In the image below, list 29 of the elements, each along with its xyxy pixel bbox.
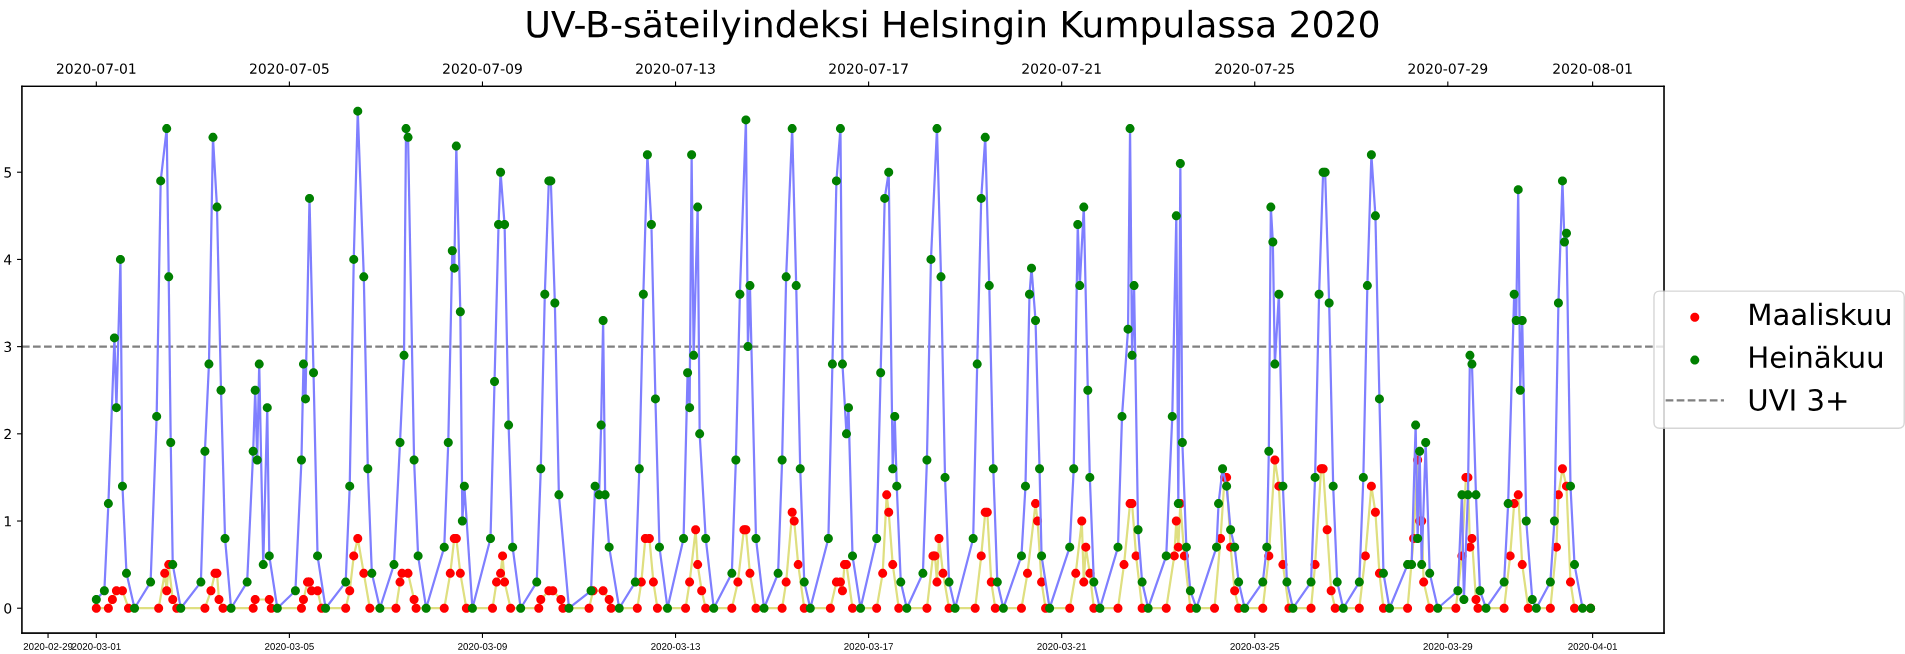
x-tick-label: 2020-03-05 <box>265 643 314 650</box>
x-tick-label: 2020-03-09 <box>458 643 507 650</box>
legend-label: Maaliskuu <box>1750 302 1890 326</box>
x-tick-label: 2020-03-21 <box>1037 643 1087 650</box>
x-tick-label: 2020-03-01 <box>71 643 121 650</box>
y-tick-label: 1 <box>4 516 11 527</box>
x-tick-label: 2020-03-29 <box>1423 643 1473 650</box>
x-tick-label: 2020-03-25 <box>1230 643 1280 650</box>
legend-label: Heinäkuu <box>1750 345 1882 369</box>
x2-tick-label: 2020-07-21 <box>1022 63 1101 74</box>
y-tick-label: 5 <box>4 167 11 178</box>
x-tick-label: 2020-02-29 <box>23 643 73 650</box>
x2-tick-label: 2020-07-29 <box>1408 63 1488 74</box>
x2-tick-label: 2020-07-13 <box>636 63 715 74</box>
y-tick-label: 2 <box>4 428 11 440</box>
y-tick-label: 4 <box>4 254 12 265</box>
x2-tick-label: 2020-07-17 <box>829 63 908 74</box>
y-tick-label: 3 <box>4 341 12 353</box>
x2-tick-label: 2020-07-05 <box>250 63 329 74</box>
legend-label: UVI 3+ <box>1749 388 1847 411</box>
x-tick-label: 2020-04-01 <box>1568 643 1618 650</box>
x-tick-label: 2020-03-17 <box>844 643 893 650</box>
x2-tick-label: 2020-07-09 <box>443 63 522 74</box>
chart-title: UV-B-säteilyindeksi Helsingin Kumpulassa 2020 <box>527 9 1379 45</box>
y-tick-label: 0 <box>4 603 12 614</box>
x-tick-label: 2020-03-13 <box>651 643 700 650</box>
x2-tick-label: 2020-07-01 <box>56 63 136 74</box>
x2-tick-label: 2020-07-25 <box>1215 63 1294 74</box>
x2-tick-label: 2020-08-01 <box>1553 63 1632 74</box>
